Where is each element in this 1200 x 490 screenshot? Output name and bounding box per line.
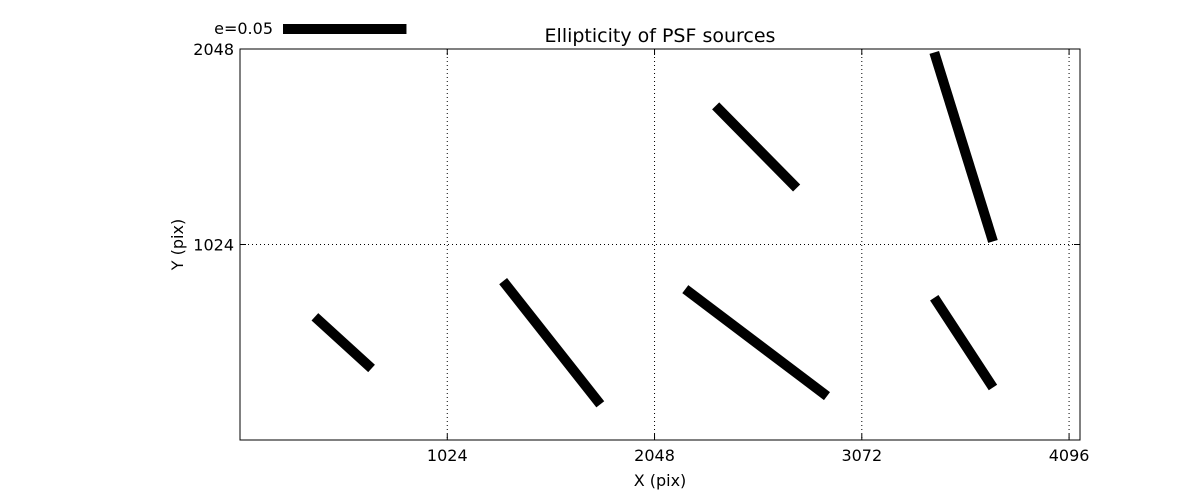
legend: e=0.05 <box>214 19 407 38</box>
x-tick-label: 1024 <box>427 446 468 465</box>
axis-ticks: 1024 2048 3072 4096 1024 2048 <box>193 40 1089 465</box>
ellipticity-whisker <box>499 278 605 408</box>
chart-title: Ellipticity of PSF sources <box>545 25 776 47</box>
x-tick-label: 3072 <box>841 446 882 465</box>
ellipticity-whisker <box>311 313 375 373</box>
ellipticity-whisker <box>682 285 830 401</box>
ellipticity-whisker <box>929 50 998 243</box>
x-tick-label: 2048 <box>634 446 675 465</box>
y-tick-label: 2048 <box>193 40 234 59</box>
y-tick-label: 1024 <box>193 236 234 255</box>
ellipticity-whisker <box>930 295 998 391</box>
y-axis-label: Y (pix) <box>168 219 187 271</box>
x-tick-label: 4096 <box>1049 446 1090 465</box>
whisker-series <box>311 50 998 408</box>
legend-label: e=0.05 <box>214 19 273 38</box>
x-axis-label: X (pix) <box>634 471 687 490</box>
ellipticity-whisker <box>712 102 801 192</box>
